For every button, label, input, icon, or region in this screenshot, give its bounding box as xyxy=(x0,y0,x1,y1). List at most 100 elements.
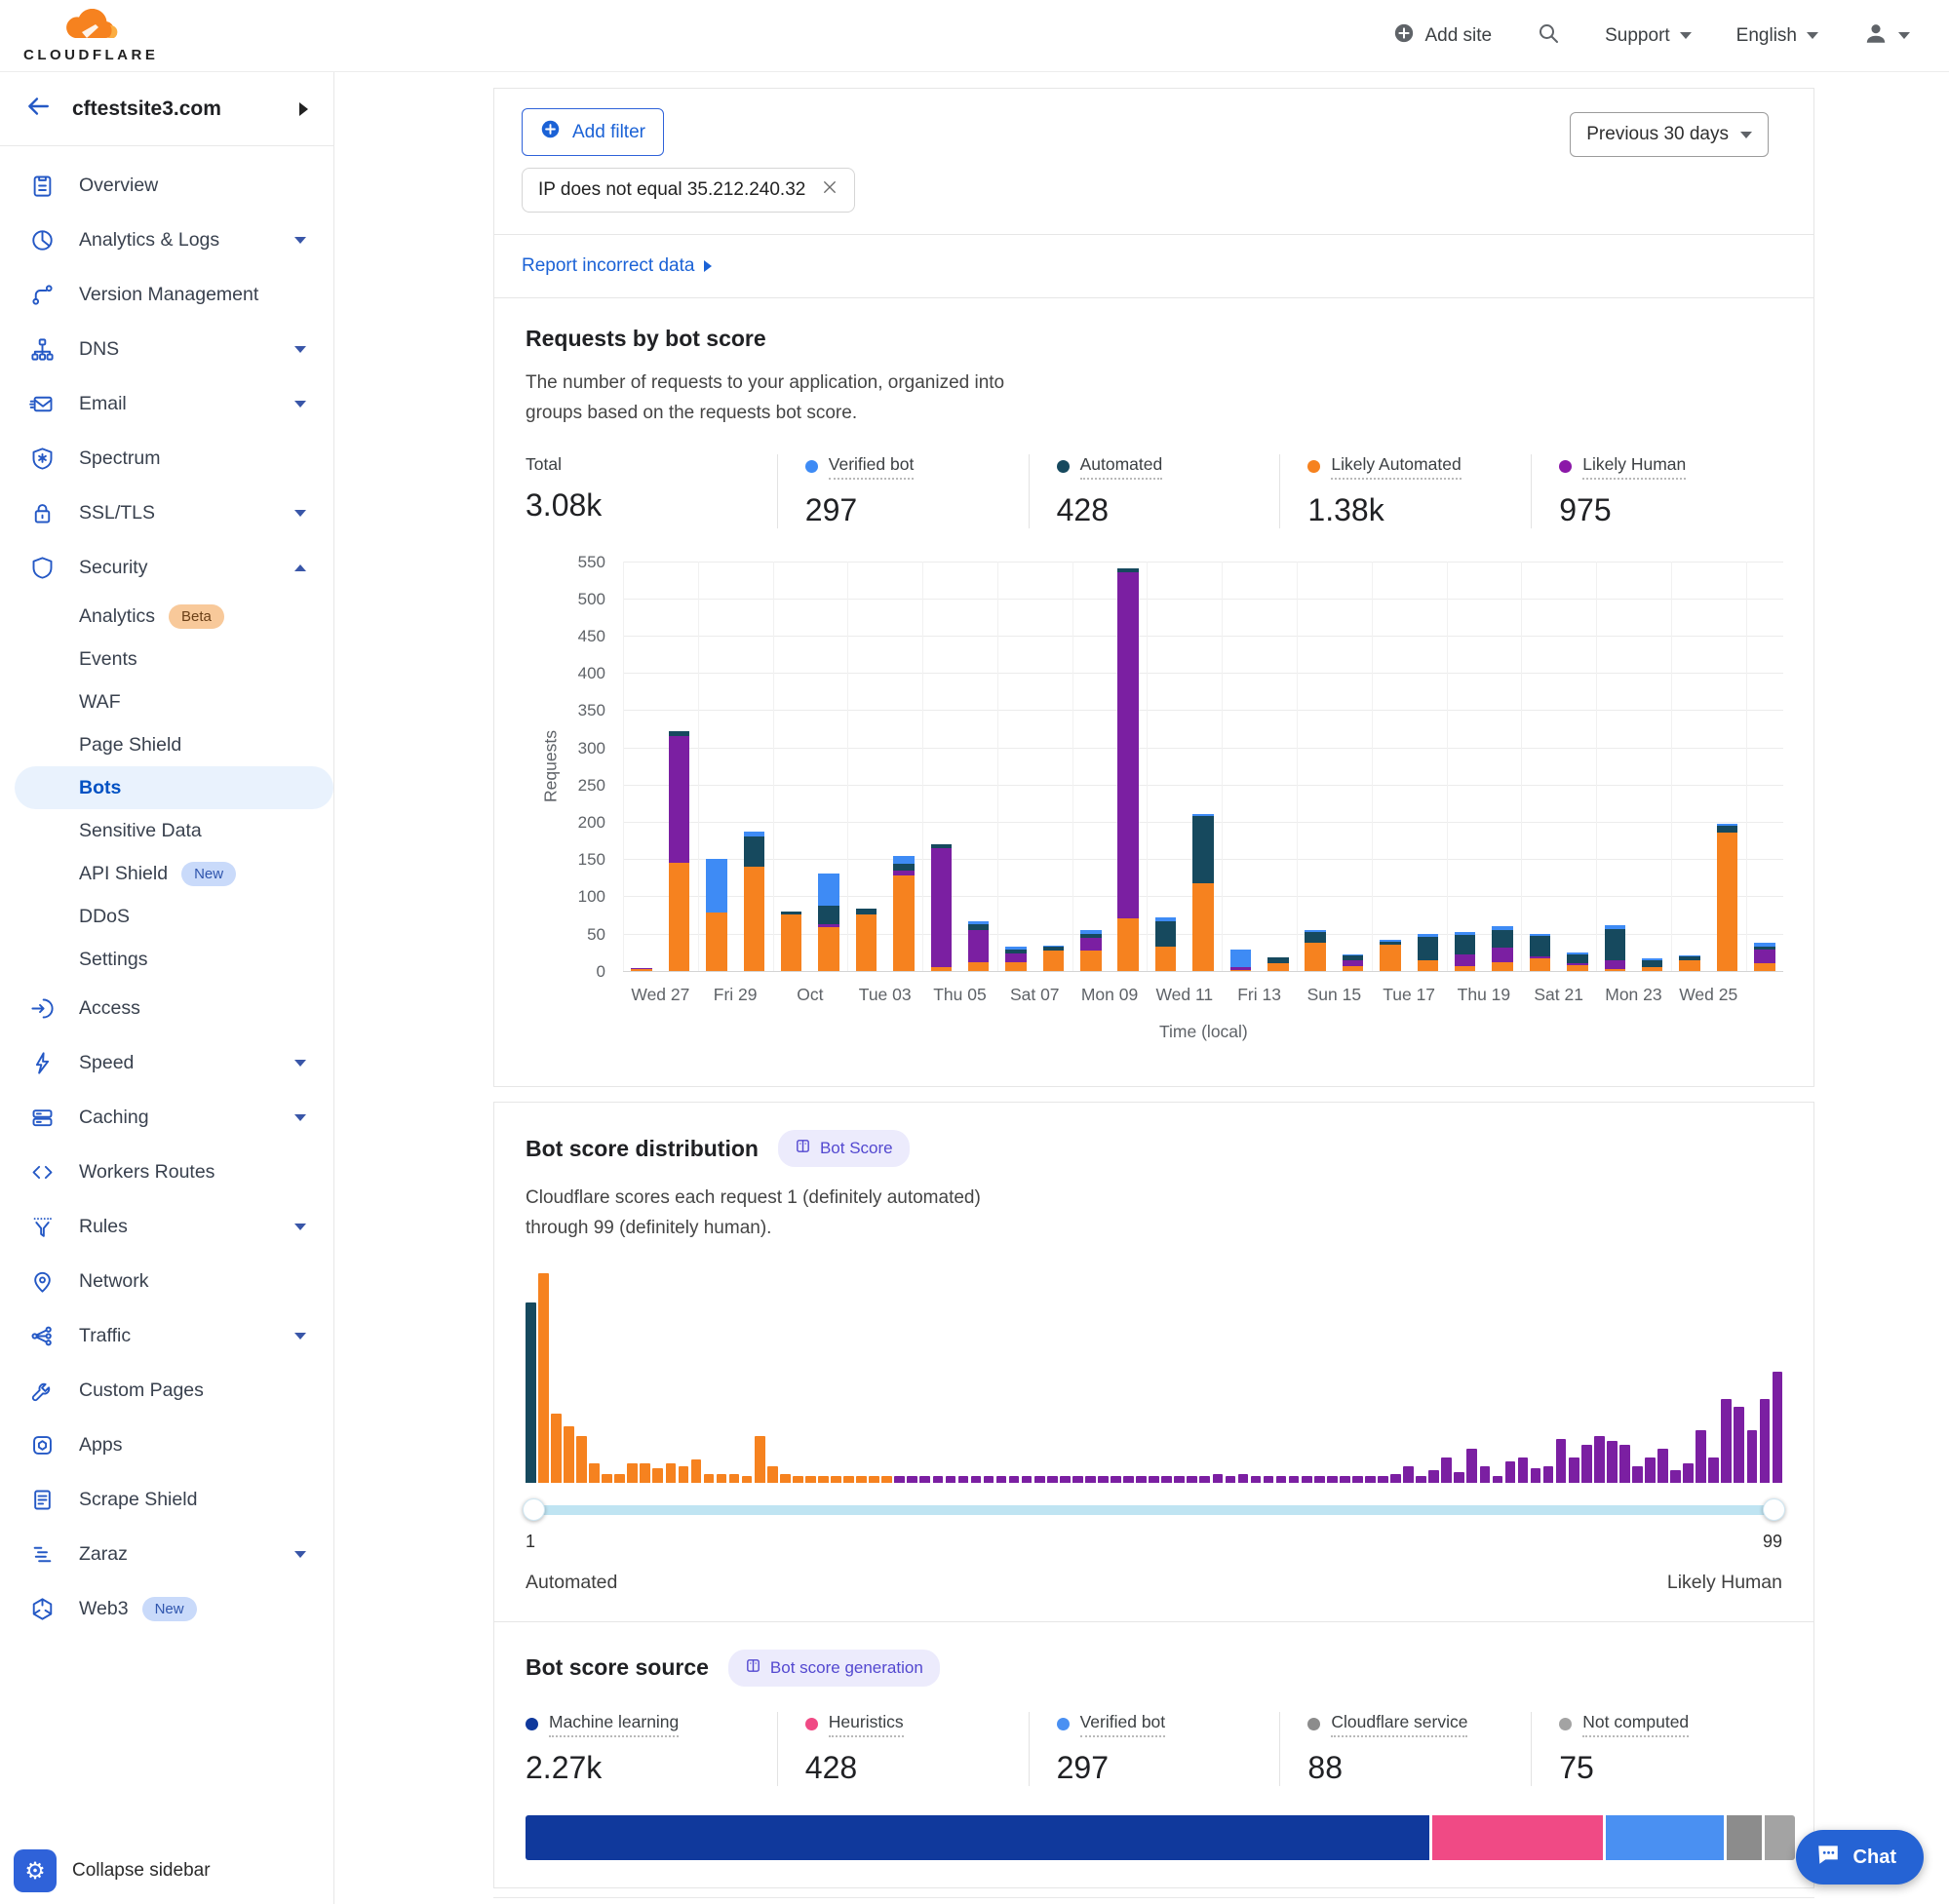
bar-segment-likely_automated xyxy=(1192,882,1214,971)
x-tick-label: Fri 13 xyxy=(1237,984,1281,1004)
sidebar-item-apps[interactable]: Apps xyxy=(0,1418,333,1472)
sidebar-item-caching[interactable]: Caching xyxy=(0,1090,333,1145)
language-menu[interactable]: English xyxy=(1736,25,1818,47)
report-incorrect-data-link[interactable]: Report incorrect data xyxy=(494,235,1813,297)
sidebar-item-page-shield[interactable]: Page Shield xyxy=(0,723,333,766)
bot-score-distribution-section: Bot score distribution Bot Score Cloudfl… xyxy=(494,1103,1813,1621)
sidebar-item-security-events[interactable]: Events xyxy=(0,638,333,680)
sidebar-item-overview[interactable]: Overview xyxy=(0,158,333,213)
new-badge: New xyxy=(141,1596,197,1621)
sidebar-item-network[interactable]: Network xyxy=(0,1254,333,1308)
bar-segment-automated xyxy=(743,836,765,867)
bar-segment-verified_bot xyxy=(1005,947,1027,951)
histogram-bar xyxy=(1123,1476,1134,1483)
site-switcher[interactable]: cftestsite3.com xyxy=(0,72,333,146)
slider-handle-max[interactable] xyxy=(1763,1497,1785,1521)
support-menu[interactable]: Support xyxy=(1605,25,1692,47)
sidebar-item-security-settings[interactable]: Settings xyxy=(0,938,333,981)
sidebar-item-security[interactable]: Security xyxy=(0,540,333,595)
sidebar-item-scrape-shield[interactable]: Scrape Shield xyxy=(0,1472,333,1527)
sidebar-item-web3[interactable]: Web3 New xyxy=(0,1581,333,1636)
requests-stat-0: Total 3.08k xyxy=(526,454,777,528)
gear-icon[interactable]: ⚙ xyxy=(14,1849,57,1892)
sidebar-item-ssl-tls[interactable]: SSL/TLS xyxy=(0,486,333,540)
histogram-bar xyxy=(1593,1436,1605,1483)
bar-segment-verified_bot xyxy=(1754,943,1775,947)
sidebar-item-label: WAF xyxy=(79,690,121,713)
filter-chip[interactable]: IP does not equal 35.212.240.32 xyxy=(522,168,856,213)
back-arrow-icon[interactable] xyxy=(25,94,51,124)
chevron-right-icon[interactable] xyxy=(299,101,308,116)
sidebar-item-custom-pages[interactable]: Custom Pages xyxy=(0,1363,333,1418)
histogram-bar xyxy=(1085,1476,1096,1483)
custom-pages-icon xyxy=(29,1378,56,1404)
scrape-shield-icon xyxy=(29,1487,56,1513)
histogram-bar xyxy=(1657,1449,1668,1483)
sidebar-item-label: Analytics xyxy=(79,604,156,627)
bar-segment-likely_human xyxy=(1229,966,1252,970)
sidebar-item-bots[interactable]: Bots xyxy=(15,766,333,809)
sidebar-item-workers-routes[interactable]: Workers Routes xyxy=(0,1145,333,1199)
sidebar-item-api-shield[interactable]: API Shield New xyxy=(0,852,333,895)
sidebar-item-version-management[interactable]: Version Management xyxy=(0,267,333,322)
histogram-bar xyxy=(1149,1476,1159,1483)
sidebar-item-spectrum[interactable]: Spectrum xyxy=(0,431,333,486)
sidebar-item-security-analytics[interactable]: Analytics Beta xyxy=(0,595,333,638)
sidebar-item-access[interactable]: Access xyxy=(0,981,333,1035)
chevron-down-icon xyxy=(1679,32,1692,39)
sidebar-item-ddos[interactable]: DDoS xyxy=(0,895,333,938)
histogram-bar xyxy=(831,1476,841,1483)
sidebar-item-traffic[interactable]: Traffic xyxy=(0,1308,333,1363)
overview-icon xyxy=(29,173,56,199)
close-icon[interactable] xyxy=(821,178,838,202)
add-site-button[interactable]: Add site xyxy=(1393,22,1492,50)
histogram-bar xyxy=(678,1465,689,1483)
sidebar-item-label: Page Shield xyxy=(79,733,182,756)
histogram-bar xyxy=(843,1476,854,1483)
collapse-sidebar-button[interactable]: ⚙ Collapse sidebar xyxy=(14,1849,211,1892)
main-content: Add filter IP does not equal 35.212.240.… xyxy=(334,72,1949,1904)
histogram-bar xyxy=(1696,1429,1706,1483)
histogram-bar xyxy=(1441,1457,1453,1483)
histogram-bar xyxy=(1530,1467,1541,1483)
slider-handle-min[interactable] xyxy=(523,1497,545,1521)
time-range-select[interactable]: Previous 30 days xyxy=(1570,112,1769,157)
bar-segment-verified_bot xyxy=(1305,930,1326,932)
account-menu[interactable] xyxy=(1863,20,1910,52)
chat-button[interactable]: Chat xyxy=(1795,1830,1924,1885)
bar-segment-likely_human xyxy=(668,736,690,863)
bot-score-generation-docs-badge[interactable]: Bot score generation xyxy=(727,1649,940,1687)
bot-score-docs-badge[interactable]: Bot Score xyxy=(777,1130,910,1167)
email-icon xyxy=(29,391,56,417)
zaraz-icon xyxy=(29,1541,56,1568)
sidebar-item-label: Traffic xyxy=(79,1324,132,1346)
bar-segment-verified_bot xyxy=(1042,945,1065,948)
y-tick-label: 400 xyxy=(577,664,605,683)
sidebar-item-analytics-logs[interactable]: Analytics & Logs xyxy=(0,213,333,267)
source-bar-segment xyxy=(1765,1814,1796,1860)
sidebar-item-rules[interactable]: Rules xyxy=(0,1199,333,1254)
y-tick-label: 150 xyxy=(577,850,605,870)
sidebar-item-label: Spectrum xyxy=(79,447,161,469)
bar-segment-likely_automated xyxy=(1117,918,1139,971)
search-button[interactable] xyxy=(1537,21,1560,51)
sidebar-item-sensitive-data[interactable]: Sensitive Data xyxy=(0,809,333,852)
cloudflare-logo[interactable]: CLOUDFLARE xyxy=(23,8,158,62)
dns-icon xyxy=(29,336,56,363)
sidebar-item-zaraz[interactable]: Zaraz xyxy=(0,1527,333,1581)
bar-segment-likely_human xyxy=(1080,938,1102,952)
sidebar-item-dns[interactable]: DNS xyxy=(0,322,333,376)
histogram-bar xyxy=(1504,1461,1516,1483)
stat-value: 975 xyxy=(1559,491,1612,527)
sidebar-item-email[interactable]: Email xyxy=(0,376,333,431)
sidebar-item-waf[interactable]: WAF xyxy=(0,680,333,723)
add-filter-button[interactable]: Add filter xyxy=(522,108,664,156)
histogram-bar xyxy=(1326,1476,1338,1483)
histogram-bar xyxy=(1466,1449,1478,1483)
histogram-bar xyxy=(1568,1457,1579,1483)
sidebar-item-speed[interactable]: Speed xyxy=(0,1035,333,1090)
slider-track[interactable] xyxy=(526,1504,1782,1515)
stat-value: 1.38k xyxy=(1307,491,1384,527)
chat-bubble-icon xyxy=(1815,1842,1841,1873)
histogram-bar xyxy=(627,1463,639,1483)
